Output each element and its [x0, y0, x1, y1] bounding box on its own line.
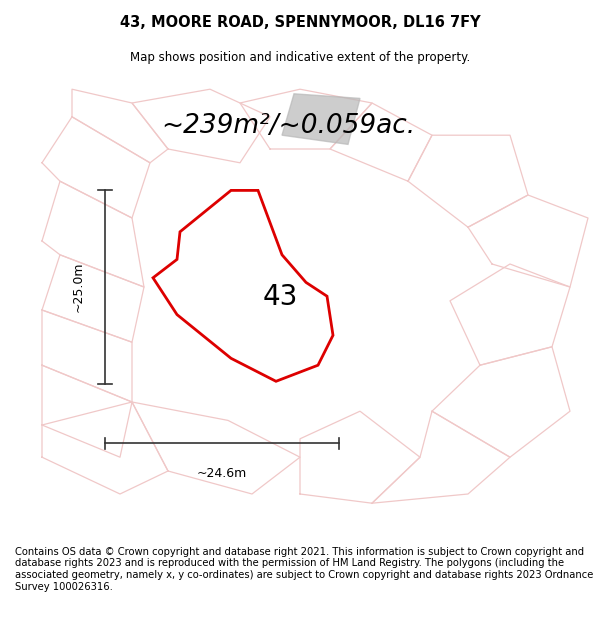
Text: 43: 43 [262, 282, 298, 311]
Text: ~239m²/~0.059ac.: ~239m²/~0.059ac. [161, 113, 415, 139]
Text: 43, MOORE ROAD, SPENNYMOOR, DL16 7FY: 43, MOORE ROAD, SPENNYMOOR, DL16 7FY [119, 15, 481, 30]
Polygon shape [153, 191, 333, 381]
Text: Map shows position and indicative extent of the property.: Map shows position and indicative extent… [130, 51, 470, 64]
Polygon shape [282, 94, 360, 144]
Text: ~24.6m: ~24.6m [197, 467, 247, 480]
Text: Contains OS data © Crown copyright and database right 2021. This information is : Contains OS data © Crown copyright and d… [15, 547, 593, 592]
Text: ~25.0m: ~25.0m [71, 262, 85, 312]
